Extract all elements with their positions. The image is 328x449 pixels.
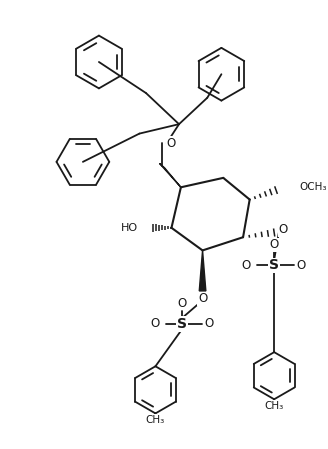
Text: O: O bbox=[205, 317, 214, 330]
Text: CH₃: CH₃ bbox=[265, 401, 284, 411]
Text: S: S bbox=[177, 317, 187, 331]
Text: S: S bbox=[269, 259, 279, 273]
Text: HO: HO bbox=[120, 223, 137, 233]
Text: O: O bbox=[167, 136, 176, 150]
Text: CH₃: CH₃ bbox=[146, 415, 165, 425]
Text: O: O bbox=[177, 297, 186, 310]
Text: O: O bbox=[150, 317, 159, 330]
Text: O: O bbox=[270, 238, 279, 251]
Text: O: O bbox=[279, 223, 288, 236]
Polygon shape bbox=[159, 163, 181, 187]
Text: O: O bbox=[198, 292, 207, 305]
Polygon shape bbox=[199, 251, 206, 291]
Text: O: O bbox=[241, 259, 251, 272]
Text: OCH₃: OCH₃ bbox=[299, 182, 327, 192]
Text: O: O bbox=[297, 259, 306, 272]
